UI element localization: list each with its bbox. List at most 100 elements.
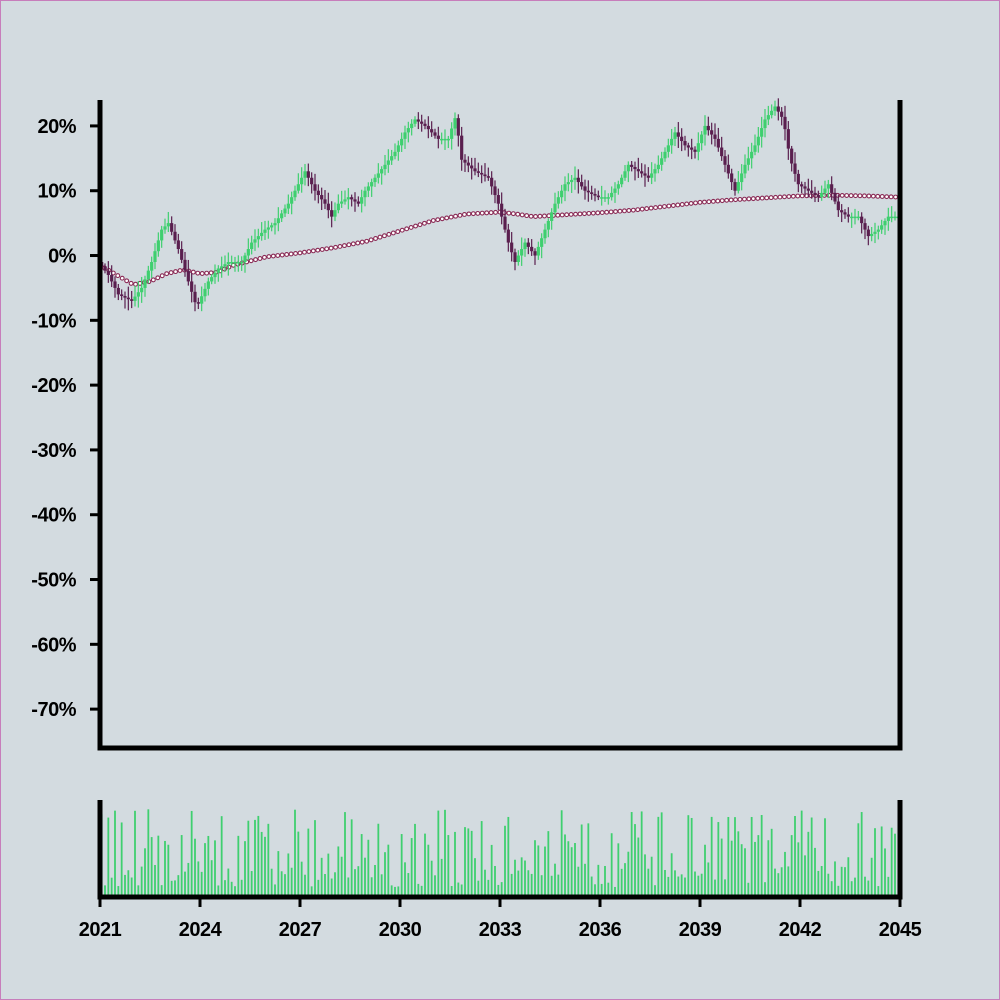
volume-bar — [130, 877, 133, 897]
candle — [516, 250, 520, 266]
candle — [440, 132, 444, 145]
candle — [670, 128, 674, 154]
volume-bar — [370, 877, 373, 897]
volume-bar — [110, 877, 113, 897]
volume-bar — [467, 828, 470, 897]
candle — [513, 248, 517, 271]
candle — [406, 121, 410, 143]
candle — [243, 252, 247, 273]
candle — [583, 179, 587, 200]
moving-average-point — [368, 237, 374, 243]
candle — [696, 132, 700, 161]
candle — [170, 216, 174, 236]
candle — [496, 188, 500, 211]
volume-bar — [407, 873, 410, 897]
volume-bar — [247, 820, 250, 897]
y-tick-label: 0% — [48, 246, 77, 268]
volume-bar — [244, 841, 246, 897]
candle — [646, 167, 650, 182]
candle — [866, 225, 870, 246]
candle — [763, 108, 767, 138]
moving-average-point — [639, 206, 645, 212]
candle — [663, 147, 667, 162]
volume-bar — [787, 866, 790, 897]
moving-average-point — [484, 210, 490, 216]
volume-bar — [860, 812, 863, 897]
candle — [220, 256, 224, 278]
volume-bar — [200, 871, 203, 897]
candle — [246, 238, 250, 261]
volume-bar — [260, 831, 263, 897]
candle — [336, 194, 340, 214]
moving-average-point — [373, 236, 379, 241]
candle — [466, 156, 470, 173]
candle — [386, 149, 390, 173]
volume-bar — [124, 874, 126, 897]
volume-bar — [387, 844, 390, 897]
volume-bar — [400, 834, 403, 897]
volume-bar — [377, 823, 380, 897]
candle — [683, 135, 687, 151]
candle — [476, 162, 480, 178]
candle — [823, 180, 827, 197]
volume-bar — [250, 871, 253, 897]
candle — [303, 163, 307, 186]
volume-bar — [104, 885, 106, 897]
volume-bar — [590, 876, 593, 897]
moving-average-point — [733, 197, 739, 203]
candle — [256, 228, 260, 248]
volume-bar — [470, 830, 473, 897]
candle — [370, 178, 374, 197]
volume-bar — [674, 870, 676, 897]
volume-bar — [177, 875, 180, 897]
candle — [396, 140, 400, 161]
moving-average-point — [608, 209, 614, 215]
volume-bar — [767, 840, 770, 897]
moving-average-point — [426, 219, 432, 225]
moving-average-point — [248, 258, 254, 264]
candle — [353, 192, 357, 212]
moving-average-point — [666, 203, 672, 209]
volume-bar — [347, 877, 350, 897]
moving-average-point — [541, 213, 547, 219]
candle — [753, 134, 757, 156]
moving-average-point — [564, 212, 570, 218]
volume-bar — [150, 837, 153, 897]
moving-average-point — [257, 256, 263, 261]
moving-average-point — [866, 193, 872, 199]
candle — [576, 169, 580, 194]
moving-average-point — [479, 210, 485, 216]
candle — [610, 186, 614, 201]
candle — [453, 112, 457, 136]
moving-average-point — [150, 277, 156, 283]
x-tick-label: 2039 — [679, 919, 722, 941]
volume-bar — [564, 834, 566, 897]
candle — [590, 185, 594, 200]
candle — [680, 128, 684, 152]
candle — [686, 142, 690, 157]
volume-bar — [174, 880, 176, 897]
volume-bar — [747, 882, 750, 897]
candle — [290, 191, 294, 215]
volume-bar — [440, 858, 443, 897]
candle — [490, 171, 494, 195]
candle — [630, 161, 634, 172]
moving-average-point — [617, 208, 623, 214]
candle — [233, 256, 237, 272]
volume-bar — [580, 824, 583, 897]
candle — [333, 202, 337, 222]
candle — [123, 291, 127, 309]
candle — [126, 286, 130, 311]
volume-bar — [270, 868, 273, 897]
volume-bar — [594, 884, 596, 897]
candle — [553, 192, 557, 216]
volume-bar — [687, 815, 690, 897]
candle — [260, 222, 264, 241]
candle — [836, 194, 840, 217]
candle — [313, 173, 317, 201]
moving-average-point — [693, 200, 699, 206]
volume-bar — [274, 884, 276, 897]
candle — [226, 252, 230, 276]
volume-bar — [340, 856, 343, 897]
candle — [113, 276, 117, 298]
